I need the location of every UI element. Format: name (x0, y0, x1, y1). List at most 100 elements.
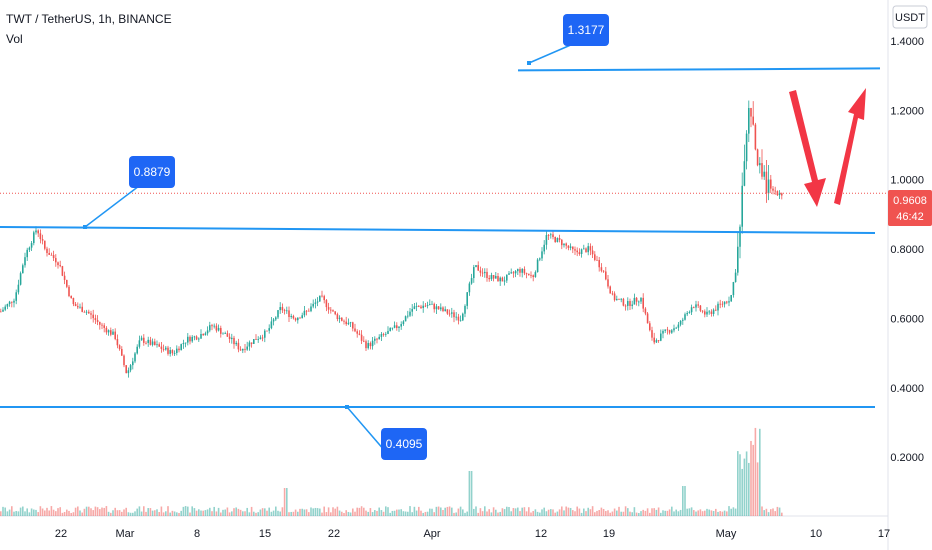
candle-body (778, 193, 781, 196)
candle-body (723, 301, 726, 305)
volume-bar (332, 507, 334, 516)
volume-bar (429, 508, 431, 516)
candle (732, 281, 735, 298)
volume-bar (354, 511, 356, 516)
candle-body (677, 324, 680, 328)
volume-bar (308, 512, 310, 516)
volume-bar (195, 510, 198, 516)
volume-bar (167, 506, 169, 516)
candle-body (44, 240, 46, 249)
volume-bar (145, 511, 147, 516)
candle (642, 293, 644, 313)
volume-bar (761, 506, 763, 516)
candle (244, 344, 246, 353)
volume-bar (671, 506, 673, 516)
candle (631, 300, 633, 310)
candle (644, 307, 647, 316)
candle-body (424, 305, 427, 307)
candle (767, 164, 770, 201)
candle (426, 301, 429, 309)
candle (24, 252, 26, 268)
volume-bar (391, 510, 394, 516)
candle (682, 317, 684, 325)
volume-bar (506, 506, 508, 516)
candle-body (246, 346, 248, 350)
volume-bar (105, 506, 108, 516)
volume-bar (264, 508, 266, 516)
volume-bar (411, 512, 413, 516)
candle-body (545, 235, 548, 245)
candle-body (684, 314, 686, 320)
candle (774, 186, 776, 195)
y-tick-label: 1.0000 (890, 175, 924, 187)
y-tick-label: 1.2000 (890, 105, 924, 117)
candle (70, 295, 72, 299)
candle-body (508, 273, 510, 275)
candle-body (294, 318, 297, 321)
candle (101, 322, 103, 330)
candle (151, 338, 154, 347)
candle-body (206, 330, 209, 334)
candle (726, 300, 728, 305)
volume-bar (552, 509, 554, 516)
volume-bar (250, 506, 253, 516)
volume-bar (442, 510, 444, 516)
candle-body (268, 328, 270, 331)
volume-bar (558, 509, 561, 516)
candle (118, 344, 121, 351)
candle-body (253, 339, 255, 344)
candle-body (110, 330, 112, 335)
candle-body (13, 300, 15, 303)
candle-body (184, 342, 187, 344)
candle (572, 246, 574, 254)
candle (112, 329, 114, 335)
volume-bar (767, 512, 770, 516)
candle-body (519, 269, 521, 273)
candle (475, 264, 477, 268)
candle (8, 300, 11, 307)
candle (46, 246, 48, 257)
candle (352, 321, 354, 332)
candle-body (435, 306, 438, 310)
candle (319, 295, 321, 302)
candle (99, 321, 101, 330)
annotation-0.8879-anchor (83, 225, 87, 229)
candle (605, 266, 607, 281)
candle-body (440, 307, 442, 310)
candle (754, 122, 757, 151)
y-tick-label: 0.4000 (890, 383, 924, 395)
volume-bar (688, 508, 691, 516)
candle-body (162, 348, 165, 350)
candle-body (774, 190, 776, 192)
last-price-box (888, 190, 932, 226)
candle (556, 237, 559, 243)
candle-body (6, 303, 9, 307)
volume-bar (118, 510, 121, 516)
candle (690, 304, 693, 315)
candle (132, 357, 134, 370)
candle (50, 252, 53, 256)
candle (499, 276, 501, 286)
candle (550, 232, 552, 239)
candle-body (88, 311, 90, 314)
volume-bar (495, 509, 497, 516)
volume-bar (189, 512, 191, 516)
candle-body (63, 275, 66, 280)
volume-bar (226, 507, 229, 516)
candle-body (74, 304, 77, 307)
volume-bar (202, 510, 204, 516)
candle-body (413, 306, 416, 309)
candle (253, 339, 255, 345)
candle (231, 333, 233, 344)
candle (451, 307, 453, 318)
candle (162, 344, 165, 352)
candle (37, 229, 39, 238)
candle-body (737, 246, 739, 273)
candle-body (734, 272, 737, 283)
candle-body (470, 278, 473, 284)
volume-bar (319, 508, 321, 516)
candle-body (239, 349, 242, 351)
chart-legend: TWT / TetherUS, 1h, BINANCE Vol (6, 12, 172, 46)
